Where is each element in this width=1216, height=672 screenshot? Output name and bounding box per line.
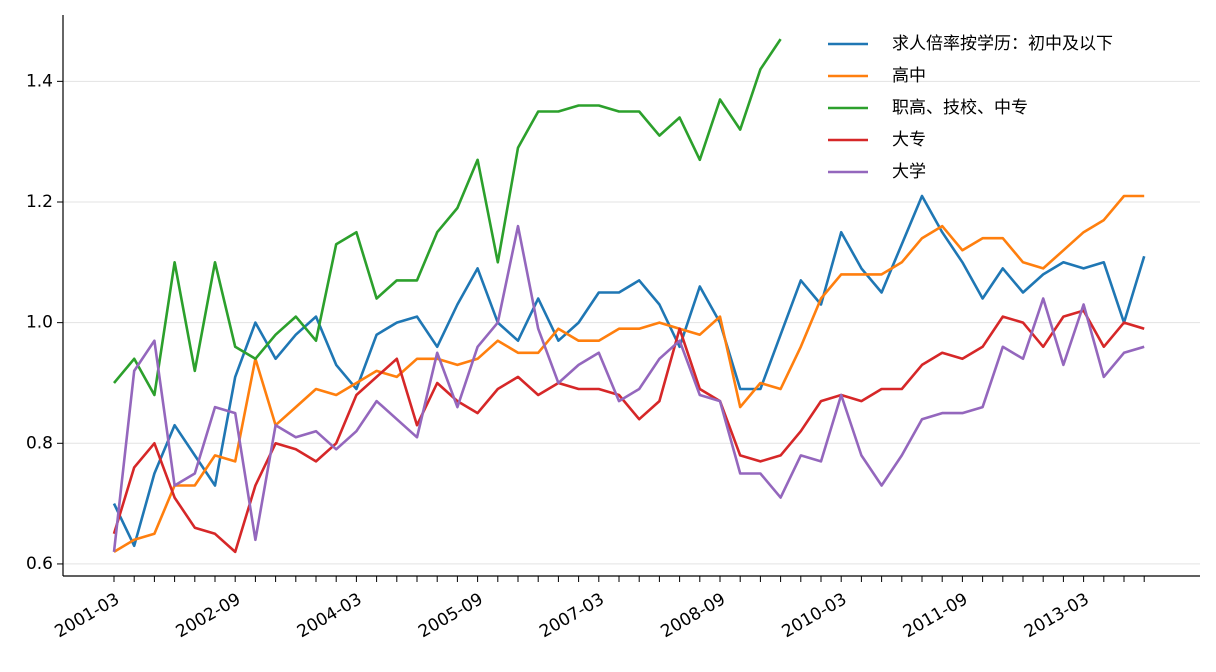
y-tick-label: 1.4 [26,71,53,91]
x-tick-label: 2002-09 [173,589,245,642]
legend-label: 大专 [892,130,926,150]
series-line [113,194,1145,554]
x-tick-label: 2008-09 [657,589,729,642]
x-tick-label: 2007-03 [536,589,608,642]
legend-label: 高中 [892,66,926,86]
y-tick-label: 0.8 [26,433,53,453]
legend-label: 大学 [892,162,926,182]
y-tick-label: 1.0 [26,313,53,333]
y-tick-label: 0.6 [26,554,53,574]
y-tick-label: 1.2 [26,192,53,212]
series-line [112,309,1145,554]
legend-label: 职高、技校、中专 [892,98,1028,118]
series-line [112,194,1146,548]
x-tick-label: 2005-09 [415,589,487,642]
x-tick-label: 2001-03 [51,589,123,642]
x-tick-label: 2004-03 [294,589,366,642]
series-line [113,38,782,397]
legend-label: 求人倍率按学历：初中及以下 [892,34,1113,54]
series-line [112,224,1145,553]
x-tick-label: 2011-09 [900,589,972,642]
x-tick-label: 2013-03 [1021,589,1093,642]
x-tick-label: 2010-03 [779,589,851,642]
